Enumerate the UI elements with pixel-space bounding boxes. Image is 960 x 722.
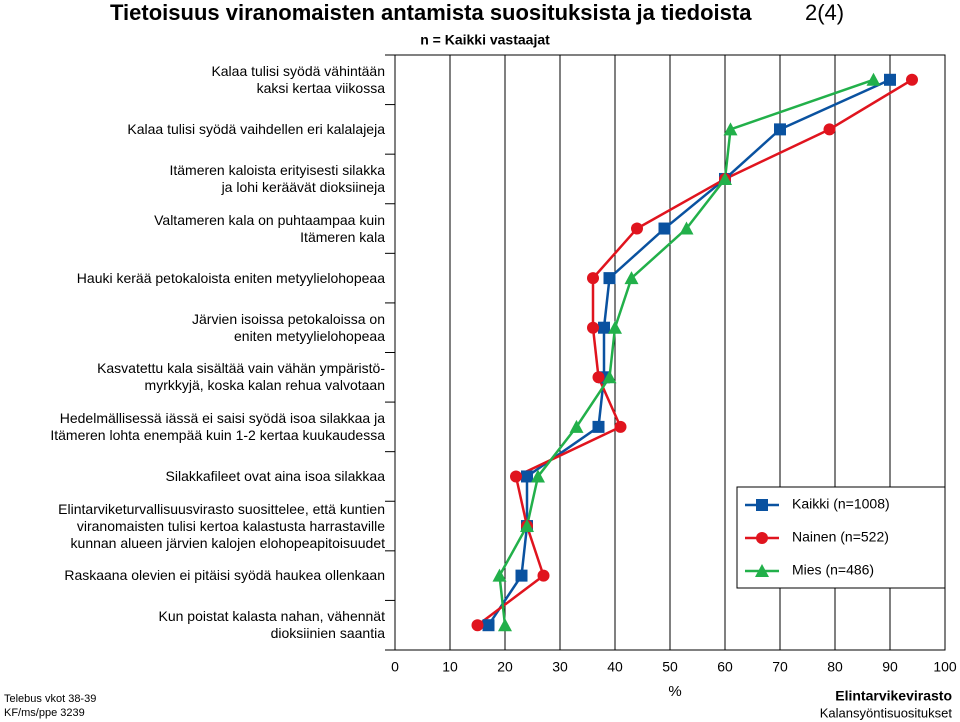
marker bbox=[866, 72, 881, 86]
marker bbox=[884, 73, 896, 86]
x-tick-label: 40 bbox=[607, 659, 623, 675]
marker bbox=[587, 321, 599, 334]
footer-title: Elintarvikevirasto bbox=[835, 688, 952, 704]
x-tick-label: 10 bbox=[442, 659, 458, 675]
y-tick-label: Kun poistat kalasta nahan, vähennät diok… bbox=[158, 608, 385, 642]
marker bbox=[679, 221, 694, 235]
x-tick-label: 60 bbox=[717, 659, 733, 675]
marker bbox=[482, 619, 495, 632]
page-number: 2(4) bbox=[805, 0, 844, 25]
legend-label: Nainen (n=522) bbox=[792, 529, 889, 545]
marker bbox=[631, 222, 643, 235]
marker bbox=[520, 519, 534, 533]
y-tick-label: Hedelmällisessä iässä ei saisi syödä iso… bbox=[50, 409, 385, 443]
marker bbox=[592, 420, 605, 433]
marker bbox=[602, 370, 617, 384]
footer-left: Telebus vkot 38-39 KF/ms/ppe 3239 bbox=[4, 693, 97, 719]
marker bbox=[598, 321, 610, 334]
marker bbox=[823, 123, 836, 136]
marker bbox=[592, 371, 605, 384]
marker bbox=[531, 469, 545, 483]
series-line bbox=[498, 78, 874, 626]
legend-label: Kaikki (n=1008) bbox=[792, 496, 890, 512]
subtitle: n = Kaikki vastaajat bbox=[420, 32, 550, 48]
marker bbox=[471, 619, 484, 632]
marker bbox=[608, 320, 622, 334]
marker bbox=[569, 419, 584, 433]
marker bbox=[755, 564, 769, 577]
x-tick-label: 100 bbox=[933, 659, 957, 675]
footer-subtitle: Kalansyöntisuositukset bbox=[820, 705, 953, 720]
marker bbox=[906, 73, 918, 86]
y-tick-label: Kalaa tulisi syödä vähintään kaksi kerta… bbox=[211, 62, 385, 96]
x-tick-label: 80 bbox=[827, 659, 843, 675]
y-tick-label: Järvien isoissa petokaloissa on eniten m… bbox=[192, 310, 385, 344]
x-tick-label: 20 bbox=[497, 659, 513, 675]
x-tick-label: 70 bbox=[772, 659, 788, 675]
y-tick-label: Raskaana olevien ei pitäisi syödä haukea… bbox=[64, 567, 385, 584]
y-tick-label: Elintarviketurvallisuusvirasto suosittel… bbox=[58, 500, 385, 551]
series-line bbox=[476, 78, 913, 627]
marker bbox=[756, 532, 768, 544]
y-tick-label: Kasvatettu kala sisältää vain vähän ympä… bbox=[97, 360, 385, 394]
y-tick-label: Valtameren kala on puhtaampaa kuin Itäme… bbox=[154, 211, 385, 245]
x-tick-label: 50 bbox=[662, 659, 678, 675]
marker bbox=[603, 272, 616, 285]
marker bbox=[492, 568, 507, 582]
y-tick-label: Hauki kerää petokaloista eniten metyylie… bbox=[76, 269, 385, 286]
marker bbox=[756, 499, 768, 511]
marker bbox=[614, 420, 627, 433]
marker bbox=[624, 271, 639, 285]
marker bbox=[521, 470, 533, 483]
y-tick-label: Itämeren kaloista erityisesti silakka ja… bbox=[169, 161, 385, 195]
marker bbox=[498, 618, 512, 632]
marker bbox=[587, 272, 599, 285]
x-tick-label: 0 bbox=[391, 659, 399, 675]
title: Tietoisuus viranomaisten antamista suosi… bbox=[110, 0, 752, 25]
marker bbox=[537, 569, 550, 582]
y-tick-label: Kalaa tulisi syödä vaihdellen eri kalala… bbox=[127, 120, 385, 137]
marker bbox=[723, 122, 738, 136]
marker bbox=[510, 470, 522, 483]
series-line bbox=[487, 78, 891, 626]
x-tick-label: 30 bbox=[552, 659, 568, 675]
marker bbox=[718, 171, 732, 185]
marker bbox=[658, 222, 671, 235]
legend-label: Mies (n=486) bbox=[792, 562, 874, 578]
y-tick-label: Silakkafileet ovat aina isoa silakkaa bbox=[165, 467, 385, 484]
marker bbox=[774, 123, 786, 136]
marker bbox=[515, 569, 528, 582]
x-axis-label: % bbox=[668, 683, 681, 700]
x-tick-label: 90 bbox=[882, 659, 898, 675]
